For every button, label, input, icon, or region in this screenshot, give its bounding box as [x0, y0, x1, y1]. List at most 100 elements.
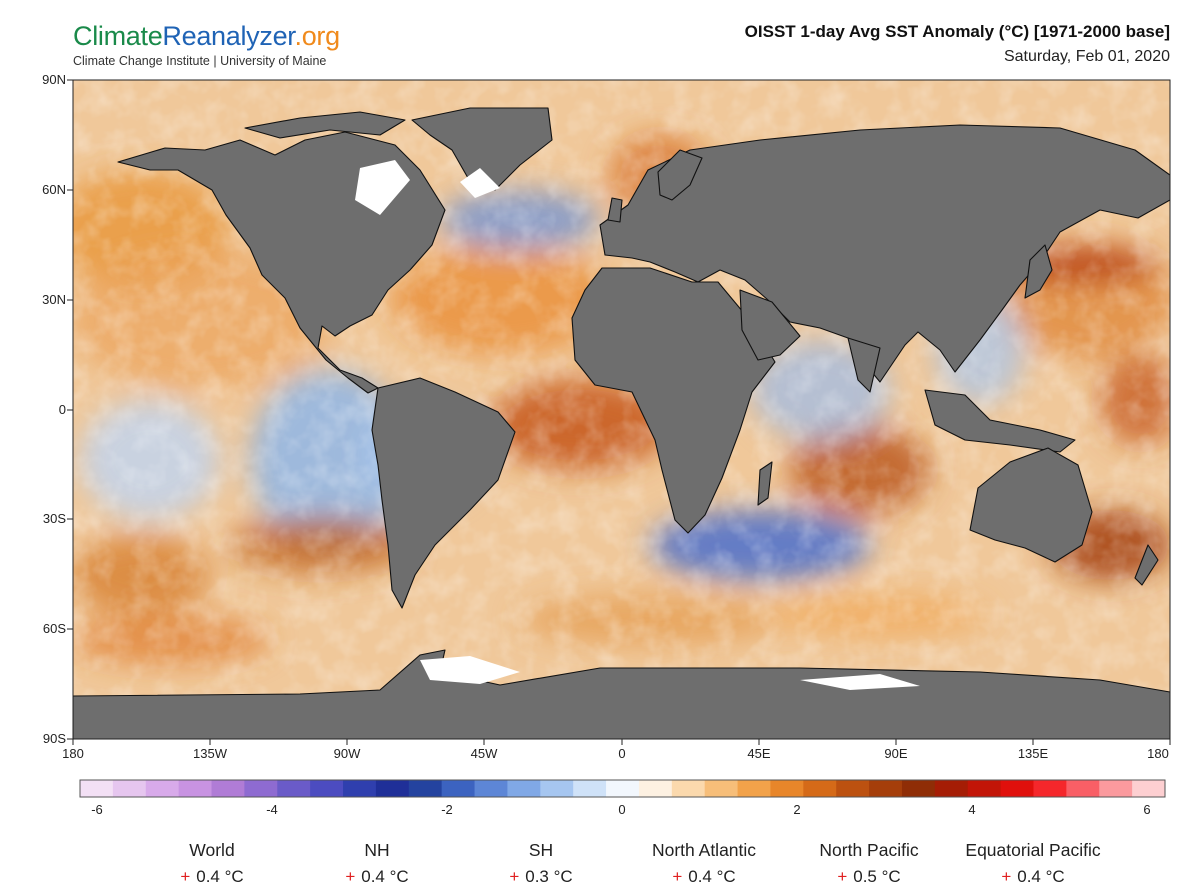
colorbar-swatch [507, 780, 541, 797]
colorbar-swatch [310, 780, 344, 797]
colorbar-swatch [737, 780, 771, 797]
lon-label-180w: 180 [62, 746, 84, 761]
lon-label-135w: 135W [193, 746, 227, 761]
colorbar-swatch [277, 780, 311, 797]
colorbar-swatch [343, 780, 377, 797]
stat-world: World +0.4 °C [127, 840, 297, 887]
south-america [371, 377, 516, 609]
colorbar-label: -2 [441, 802, 453, 817]
scandinavia [657, 149, 703, 201]
lon-label-90w: 90W [333, 746, 361, 761]
plus-icon: + [180, 867, 191, 886]
colorbar-swatch [704, 780, 739, 797]
colorbar-swatch [671, 780, 706, 797]
plus-icon: + [509, 867, 520, 886]
stat-name: World [189, 840, 235, 860]
africa [571, 267, 776, 534]
plus-icon: + [345, 867, 356, 886]
map-date: Saturday, Feb 01, 2020 [1003, 48, 1170, 65]
colorbar-swatch [540, 780, 574, 797]
stat-name: North Atlantic [651, 840, 757, 860]
colorbar-swatch [1000, 780, 1034, 797]
colorbar-swatch [573, 780, 607, 797]
lon-label-0: 0 [618, 746, 626, 761]
lat-label-60n: 60N [42, 182, 66, 197]
stat-value: 0.4 °C [196, 867, 244, 886]
lat-label-30s: 30S [42, 511, 66, 526]
land-masses [73, 107, 1170, 739]
colorbar-swatch [836, 780, 870, 797]
colorbar-swatch [638, 780, 673, 797]
stat-equatorial-pacific: Equatorial Pacific +0.4 °C [948, 840, 1118, 887]
stat-value: 0.4 °C [688, 867, 736, 886]
lat-label-60s: 60S [42, 621, 66, 636]
canadian-archipelago [244, 111, 406, 139]
colorbar-frame [79, 779, 1166, 798]
lon-label-45w: 45W [470, 746, 498, 761]
colorbar-swatch [408, 780, 443, 797]
colorbar-swatch [80, 780, 114, 797]
stat-value: 0.3 °C [525, 867, 573, 886]
madagascar [757, 461, 773, 506]
stat-name: North Pacific [819, 840, 919, 860]
colorbar-label: -6 [91, 802, 103, 817]
plus-icon: + [672, 867, 683, 886]
colorbar-swatch [145, 780, 180, 797]
colorbar-label: 2 [793, 802, 801, 817]
arabia [739, 289, 801, 361]
sea-ice [355, 160, 920, 690]
lat-label-90s: 90S [42, 731, 66, 746]
colorbar-swatch [1033, 780, 1067, 797]
new-zealand [1134, 544, 1159, 586]
stat-sh: SH +0.3 °C [456, 840, 626, 887]
colorbar [79, 779, 1166, 798]
map-title: OISST 1-day Avg SST Anomaly (°C) [1971-2… [744, 22, 1170, 41]
stat-value: 0.4 °C [1017, 867, 1065, 886]
india [847, 337, 881, 393]
europe-asia [599, 124, 1170, 383]
plus-icon: + [837, 867, 848, 886]
stat-name: NH [364, 840, 390, 860]
brand-subtitle: Climate Change Institute | University of… [73, 54, 327, 68]
lat-label-0: 0 [58, 402, 66, 417]
plus-icon: + [1001, 867, 1012, 886]
colorbar-label: 4 [968, 802, 976, 817]
colorbar-swatch [375, 780, 410, 797]
brand-logo[interactable]: ClimateReanalyzer.org Climate Change Ins… [73, 20, 340, 68]
lon-label-135e: 135E [1017, 746, 1049, 761]
colorbar-swatch [211, 780, 245, 797]
colorbar-swatch [934, 780, 969, 797]
lon-label-180e: 180 [1147, 746, 1169, 761]
japan [1024, 244, 1053, 299]
colorbar-swatch [178, 780, 213, 797]
colorbar-label: 0 [618, 802, 626, 817]
lat-label-90n: 90N [42, 72, 66, 87]
stat-nh: NH +0.4 °C [292, 840, 462, 887]
colorbar-swatch [901, 780, 936, 797]
stat-name: SH [528, 840, 554, 860]
stat-north-pacific: North Pacific +0.5 °C [784, 840, 954, 887]
colorbar-swatch [1099, 780, 1133, 797]
colorbar-swatch [244, 780, 278, 797]
colorbar-swatch [606, 780, 640, 797]
colorbar-swatch [441, 780, 476, 797]
colorbar-swatch [967, 780, 1002, 797]
colorbar-swatch [474, 780, 508, 797]
stat-value: 0.4 °C [361, 867, 409, 886]
greenland [411, 107, 553, 191]
map-ticks [67, 79, 1171, 745]
colorbar-swatch [1132, 780, 1166, 797]
colorbar-swatch [112, 780, 147, 797]
stat-value: 0.5 °C [853, 867, 901, 886]
australia [969, 447, 1093, 563]
colorbar-swatch [1066, 780, 1100, 797]
stat-name: Equatorial Pacific [965, 840, 1101, 860]
colorbar-swatch [803, 780, 837, 797]
colorbar-swatch [869, 780, 903, 797]
antarctica [73, 649, 1170, 739]
southeast-asia-islands [924, 389, 1076, 453]
colorbar-label: 6 [1143, 802, 1151, 817]
lon-label-90e: 90E [884, 746, 908, 761]
lat-label-30n: 30N [42, 292, 66, 307]
